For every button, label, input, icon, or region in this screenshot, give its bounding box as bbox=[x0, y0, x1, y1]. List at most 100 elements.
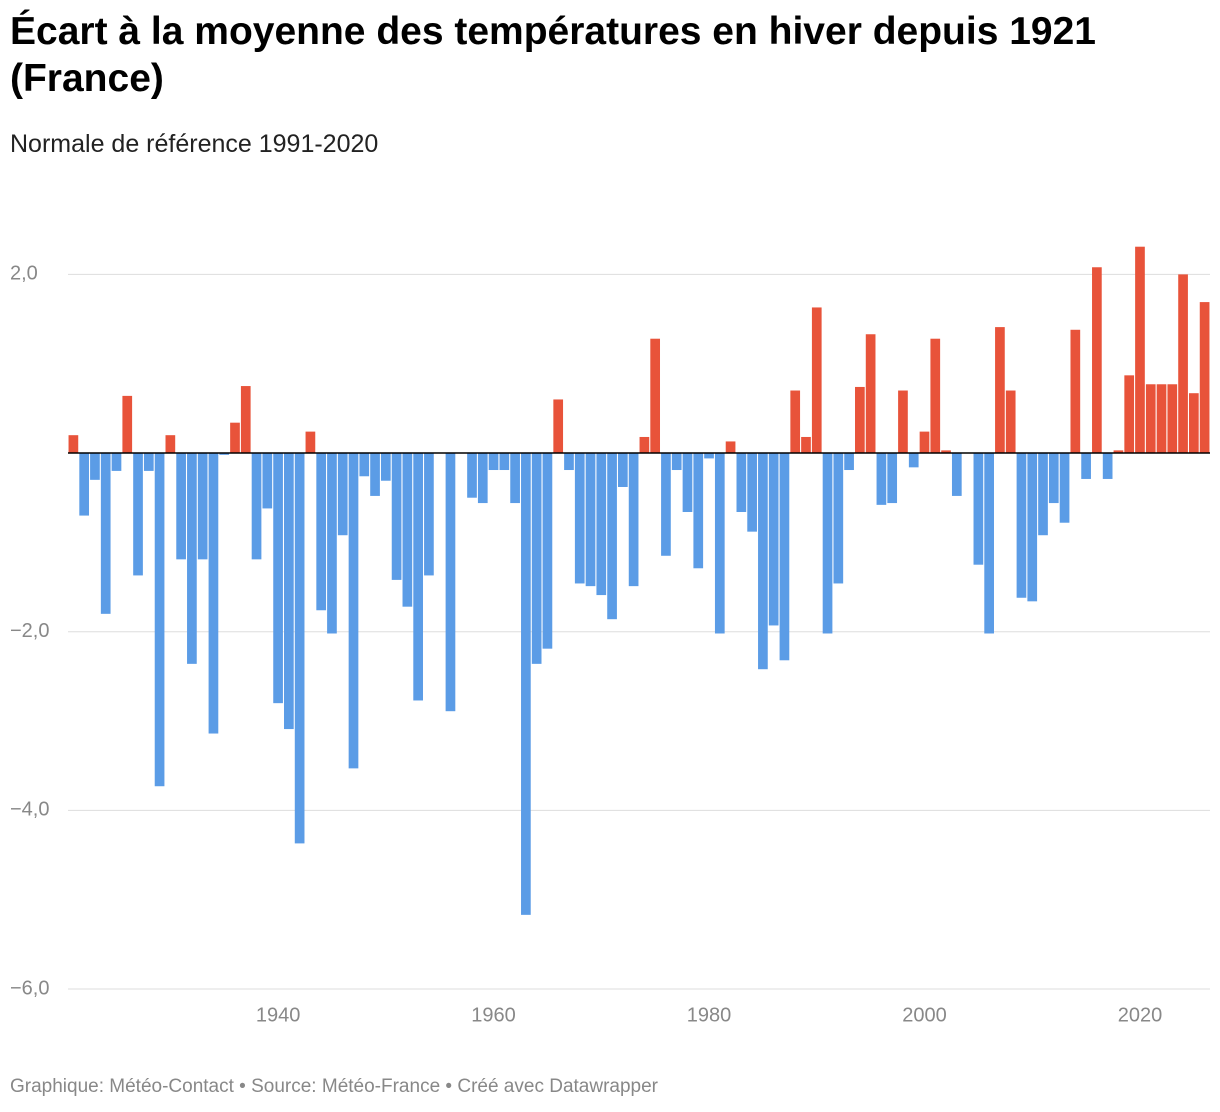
bar bbox=[122, 395, 133, 454]
bar bbox=[143, 453, 154, 471]
bar bbox=[230, 422, 240, 454]
bar bbox=[370, 453, 380, 496]
bar bbox=[908, 453, 919, 468]
bar bbox=[79, 453, 90, 516]
bar bbox=[1156, 384, 1167, 454]
bar bbox=[100, 453, 111, 614]
bar bbox=[154, 453, 165, 787]
bar bbox=[1124, 375, 1135, 454]
bar bbox=[876, 453, 887, 505]
bar bbox=[1005, 390, 1016, 454]
bar bbox=[1027, 453, 1038, 602]
bar bbox=[262, 453, 273, 509]
x-tick-label: 2020 bbox=[1118, 1004, 1163, 1026]
x-tick-label: 1980 bbox=[687, 1004, 732, 1026]
bar bbox=[1048, 453, 1059, 504]
bar bbox=[240, 386, 251, 454]
bar bbox=[273, 453, 283, 704]
bar bbox=[305, 431, 316, 454]
bar bbox=[758, 453, 768, 670]
bar bbox=[1038, 453, 1048, 536]
bar bbox=[951, 453, 962, 496]
bar bbox=[865, 334, 876, 454]
bar bbox=[1167, 384, 1178, 454]
bar bbox=[359, 453, 370, 477]
x-tick-label: 2000 bbox=[902, 1004, 947, 1026]
bar bbox=[111, 453, 122, 471]
bar bbox=[855, 386, 865, 454]
bar bbox=[607, 453, 617, 620]
bar bbox=[531, 453, 542, 664]
bar bbox=[714, 453, 725, 634]
chart-title: Écart à la moyenne des températures en h… bbox=[10, 10, 1096, 100]
bar bbox=[467, 453, 477, 498]
bar bbox=[510, 453, 520, 504]
bar bbox=[930, 338, 941, 454]
bar bbox=[661, 453, 671, 556]
bar bbox=[553, 399, 564, 454]
bar bbox=[337, 453, 348, 536]
bar bbox=[413, 453, 423, 701]
bar bbox=[919, 431, 930, 454]
bar bbox=[779, 453, 790, 661]
chart-source: Graphique: Météo-Contact • Source: Météo… bbox=[10, 1076, 658, 1097]
bar bbox=[1199, 302, 1210, 454]
bar bbox=[671, 453, 682, 471]
bar bbox=[327, 453, 337, 634]
bar bbox=[1081, 453, 1091, 479]
bar bbox=[811, 307, 822, 454]
bar bbox=[1059, 453, 1070, 523]
bar bbox=[801, 436, 811, 454]
chart: 2,0 −2,0 −4,0 −6,0 1940 1960 1980 2000 2020 bbox=[10, 246, 1210, 1026]
bar bbox=[574, 453, 585, 584]
bar bbox=[402, 453, 413, 607]
bar bbox=[133, 453, 143, 576]
bar bbox=[424, 453, 434, 576]
bar bbox=[251, 453, 262, 560]
y-tick-label: −2,0 bbox=[10, 620, 49, 642]
bar bbox=[488, 453, 499, 471]
bar bbox=[650, 338, 661, 454]
y-tick-label: −4,0 bbox=[10, 799, 49, 821]
bar bbox=[391, 453, 402, 580]
bar bbox=[693, 453, 704, 569]
bar bbox=[380, 453, 391, 481]
bar bbox=[833, 453, 844, 584]
y-tick-label: 2,0 bbox=[10, 263, 38, 285]
bar bbox=[617, 453, 628, 487]
bar bbox=[887, 453, 898, 504]
bar bbox=[564, 453, 574, 471]
chart-subtitle: Normale de référence 1991-2020 bbox=[10, 130, 379, 158]
bar bbox=[1113, 450, 1124, 454]
bar bbox=[704, 453, 714, 459]
bar bbox=[521, 453, 531, 915]
bar bbox=[682, 453, 693, 513]
bar bbox=[585, 453, 596, 587]
bar bbox=[284, 453, 294, 730]
bar bbox=[1016, 453, 1027, 598]
bar bbox=[348, 453, 359, 769]
bar bbox=[90, 453, 100, 480]
y-tick-label: −6,0 bbox=[10, 977, 49, 999]
bar bbox=[445, 453, 456, 712]
bar bbox=[176, 453, 186, 560]
bar bbox=[822, 453, 833, 634]
bar bbox=[984, 453, 994, 634]
bar bbox=[1145, 384, 1156, 454]
bar bbox=[197, 453, 208, 560]
bar bbox=[294, 453, 305, 844]
bar bbox=[219, 453, 230, 455]
bar bbox=[995, 327, 1005, 454]
bar bbox=[768, 453, 779, 626]
bar bbox=[208, 453, 219, 734]
bar bbox=[165, 435, 176, 454]
bar bbox=[898, 390, 908, 454]
bar bbox=[187, 453, 197, 664]
bar bbox=[1178, 274, 1188, 454]
bar bbox=[316, 453, 327, 611]
bar bbox=[542, 453, 553, 649]
bar bbox=[1070, 329, 1081, 454]
bar bbox=[596, 453, 607, 596]
bar bbox=[628, 453, 639, 587]
